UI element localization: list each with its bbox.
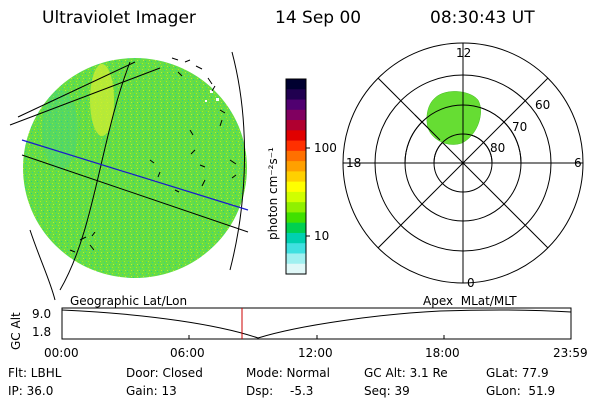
glat-info: GLat: 77.9 bbox=[486, 366, 549, 380]
xtick-0000: 00:00 bbox=[44, 346, 79, 360]
polar-plot bbox=[342, 42, 584, 284]
colorbar-segment bbox=[286, 212, 306, 224]
colorbar-segment bbox=[286, 120, 306, 131]
lat-label-70: 70 bbox=[512, 120, 528, 134]
colorbar-segment bbox=[286, 191, 306, 203]
colorbar-segment bbox=[286, 150, 306, 162]
colorbar-tick-10: 10 bbox=[314, 229, 330, 243]
colorbar-segment bbox=[286, 181, 306, 193]
seq-info: Seq: 39 bbox=[364, 384, 410, 398]
glon-info: GLon: 51.9 bbox=[486, 384, 556, 398]
geographic-title: Geographic Lat/Lon bbox=[70, 294, 188, 308]
colorbar-segment bbox=[286, 130, 306, 142]
colorbar-segment bbox=[286, 99, 306, 111]
colorbar-segment bbox=[286, 263, 306, 275]
colorbar-segment bbox=[286, 140, 306, 152]
instrument-title: Ultraviolet Imager bbox=[42, 8, 196, 28]
colorbar-tick-100: 100 bbox=[314, 141, 337, 155]
mlt-label-12: 12 bbox=[456, 46, 472, 60]
earth-image bbox=[9, 51, 249, 301]
colorbar bbox=[285, 78, 310, 275]
xtick-2359: 23:59 bbox=[553, 346, 588, 360]
gc-alt-info: GC Alt: 3.1 Re bbox=[364, 366, 448, 380]
lat-label-80: 80 bbox=[490, 141, 506, 155]
colorbar-segment bbox=[286, 161, 306, 172]
colorbar-unit-label: photon cm⁻²s⁻¹ bbox=[266, 147, 280, 240]
mlt-label-6: 6 bbox=[574, 156, 582, 170]
colorbar-segment bbox=[286, 243, 306, 255]
xtick-1800: 18:00 bbox=[425, 346, 460, 360]
altitude-plot bbox=[61, 307, 572, 340]
ip-info: IP: 36.0 bbox=[8, 384, 54, 398]
lat-label-60: 60 bbox=[535, 98, 551, 112]
mlt-label-0: 0 bbox=[467, 276, 475, 290]
dsp-label: Dsp: bbox=[246, 384, 274, 398]
colorbar-segment bbox=[286, 253, 306, 265]
colorbar-segment bbox=[286, 222, 306, 234]
mlt-label-18: 18 bbox=[346, 156, 362, 170]
mode-info: Mode: Normal bbox=[246, 366, 330, 380]
colorbar-segment bbox=[286, 171, 306, 183]
colorbar-segment bbox=[286, 232, 306, 244]
gain-info: Gain: 13 bbox=[126, 384, 177, 398]
apex-title: Apex MLat/MLT bbox=[423, 294, 517, 308]
ytick-1-8: 1.8 bbox=[32, 325, 52, 339]
gc-alt-ylabel: GC Alt bbox=[9, 312, 23, 350]
colorbar-segment bbox=[286, 79, 306, 90]
colorbar-segment bbox=[286, 89, 306, 101]
colorbar-segment bbox=[286, 202, 306, 214]
dsp-value: -5.3 bbox=[290, 384, 314, 398]
time-label: 08:30:43 UT bbox=[430, 8, 535, 28]
filter-info: Flt: LBHL bbox=[8, 366, 62, 380]
xtick-0600: 06:00 bbox=[170, 346, 205, 360]
xtick-1200: 12:00 bbox=[298, 346, 333, 360]
colorbar-segment bbox=[286, 109, 306, 121]
door-info: Door: Closed bbox=[126, 366, 203, 380]
ytick-9: 9.0 bbox=[32, 307, 52, 321]
date-label: 14 Sep 00 bbox=[275, 8, 362, 28]
